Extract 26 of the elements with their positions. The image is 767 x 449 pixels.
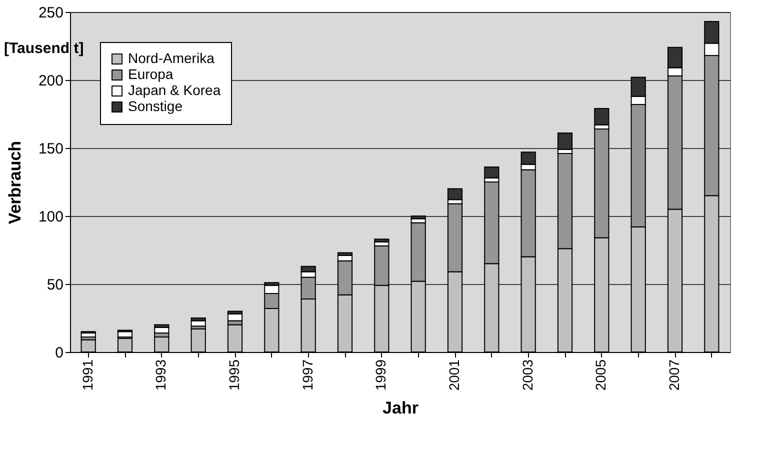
y-tick-label: 0 (55, 344, 64, 362)
x-tick-label: 2001 (446, 359, 462, 391)
x-tick-label: 2003 (519, 359, 536, 391)
y-tick-label: 200 (38, 72, 64, 90)
x-tick-label: 2005 (592, 359, 609, 391)
y-axis-title: Verbrauch (5, 140, 24, 224)
x-tick-label: 1995 (226, 359, 242, 391)
legend-label: Nord-Amerika (128, 50, 215, 66)
x-tick-label: 1993 (152, 359, 169, 391)
x-tick-label: 1999 (372, 359, 389, 391)
bar (484, 166, 500, 178)
y-tick-label: 100 (38, 208, 64, 226)
annotation: [Tausend t] (4, 40, 84, 57)
y-tick-label: 150 (38, 140, 64, 158)
x-tick-label: 1997 (299, 359, 316, 391)
legend-label: Japan & Korea (128, 82, 221, 98)
y-tick-label: 250 (38, 4, 64, 22)
bar (447, 188, 463, 200)
legend-label: Sonstige (128, 98, 183, 114)
bar (594, 108, 610, 126)
bar (374, 238, 390, 242)
x-axis-title: Jahr (382, 398, 419, 418)
y-tick-label: 50 (46, 276, 64, 294)
x-tick-label: 2007 (666, 359, 682, 391)
legend-label: Europa (128, 66, 174, 82)
x-tick-label: 1991 (79, 359, 96, 391)
